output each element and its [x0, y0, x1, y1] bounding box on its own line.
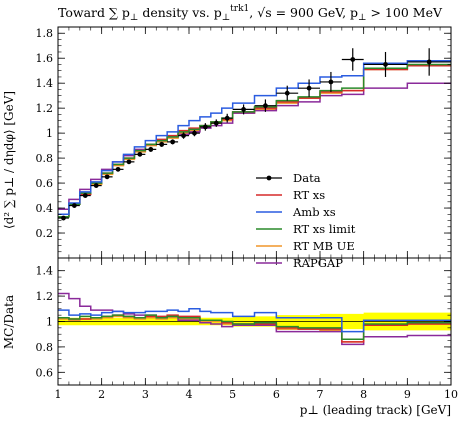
- data-point: [101, 174, 113, 180]
- y-axis-label: ⟨d² ∑ p⊥ / dηdφ⟩ [GeV]: [2, 91, 16, 229]
- data-point: [167, 139, 179, 145]
- y-tick-label: 0.6: [36, 177, 54, 190]
- data-point: [156, 141, 168, 147]
- x-tick-label: 2: [98, 388, 105, 401]
- svg-text:RT xs: RT xs: [293, 188, 325, 202]
- y-tick-label: 0.8: [36, 152, 54, 165]
- x-axis-label: p⊥ (leading track) [GeV]: [300, 403, 451, 417]
- x-tick-label: 8: [360, 388, 367, 401]
- data-point: [123, 159, 135, 165]
- svg-text:RAPGAP: RAPGAP: [293, 256, 343, 270]
- legend: Data RT xs Amb xs RT xs limit RT MB UE RAPGAP: [256, 171, 356, 270]
- data-point: [112, 166, 124, 172]
- legend-entry-rt-xs: RT xs: [256, 188, 325, 202]
- data-point: [58, 215, 69, 221]
- ratio-plot: 1 2 3 4 5 6 7 8 9 10 0.6 0.8 1 1.2 1.4: [36, 257, 458, 401]
- x-tick-label: 1: [55, 388, 62, 401]
- y-tick-label: 0.2: [36, 227, 54, 240]
- data-point: [363, 51, 408, 77]
- legend-entry-rt-mb-ue: RT MB UE: [256, 239, 355, 253]
- data-point: [232, 104, 255, 115]
- series-line-rt-xs-limit: [58, 63, 451, 218]
- data-point: [189, 130, 200, 137]
- ratio-line-rt-xs-limit: [58, 314, 451, 341]
- legend-entry-amb-xs: Amb xs: [256, 205, 336, 219]
- ratio-y-tick-label: 1.4: [36, 265, 54, 278]
- ratio-line-rt-mb-ue: [58, 315, 451, 343]
- data-point: [320, 71, 342, 92]
- data-point: [145, 146, 157, 152]
- svg-text:Data: Data: [293, 171, 321, 185]
- y-tick-label: 1.6: [36, 52, 54, 65]
- y-tick-label: 1.4: [36, 77, 54, 90]
- data-point: [79, 193, 91, 198]
- main-plot: 0.2 0.4 0.6 0.8 1 1.2 1.4 1.6 1.8: [36, 26, 452, 259]
- ratio-y-axis-label: MC/Data: [2, 295, 16, 349]
- y-tick-label: 0.4: [36, 202, 54, 215]
- ratio-line-amb-xs: [58, 308, 451, 333]
- x-tick-label: 3: [142, 388, 149, 401]
- ratio-y-tick-label: 1.2: [36, 290, 54, 303]
- data-point: [298, 79, 320, 97]
- ratio-line-rapgap: [58, 292, 451, 346]
- x-tick-label: 6: [273, 388, 280, 401]
- svg-text:Amb xs: Amb xs: [292, 205, 336, 219]
- data-point: [90, 183, 102, 188]
- y-tick-label: 1.8: [36, 27, 54, 40]
- data-point: [134, 151, 146, 157]
- svg-text:RT xs limit: RT xs limit: [293, 222, 356, 236]
- x-tick-label: 10: [444, 388, 458, 401]
- chart-title: Toward ∑ p⊥ density vs. p⊥trk1, √s = 900…: [58, 4, 443, 23]
- legend-entry-rt-xs-limit: RT xs limit: [256, 222, 356, 236]
- data-point: [199, 123, 211, 131]
- data-point: [341, 48, 364, 71]
- ratio-y-tick-label: 0.8: [36, 341, 54, 354]
- data-point: [221, 113, 233, 123]
- legend-entry-data: Data: [256, 171, 321, 185]
- ratio-y-tick-label: 0.6: [36, 366, 54, 379]
- y-tick-label: 1.2: [36, 102, 54, 115]
- y-tick-label: 1: [46, 127, 53, 140]
- data-point: [276, 85, 299, 101]
- x-tick-label: 4: [186, 388, 193, 401]
- data-point: [68, 203, 80, 208]
- data-point: [254, 99, 277, 112]
- data-point: [178, 132, 189, 139]
- x-tick-label: 9: [404, 388, 411, 401]
- series-line-amb-xs: [58, 59, 451, 216]
- data-point: [210, 119, 222, 127]
- legend-entry-rapgap: RAPGAP: [256, 256, 343, 270]
- data-point: [407, 48, 451, 76]
- x-tick-label: 7: [317, 388, 324, 401]
- main-plot-frame: [57, 26, 452, 259]
- ratio-y-tick-label: 1: [46, 316, 53, 329]
- x-tick-label: 5: [229, 388, 236, 401]
- svg-text:RT MB UE: RT MB UE: [293, 239, 355, 253]
